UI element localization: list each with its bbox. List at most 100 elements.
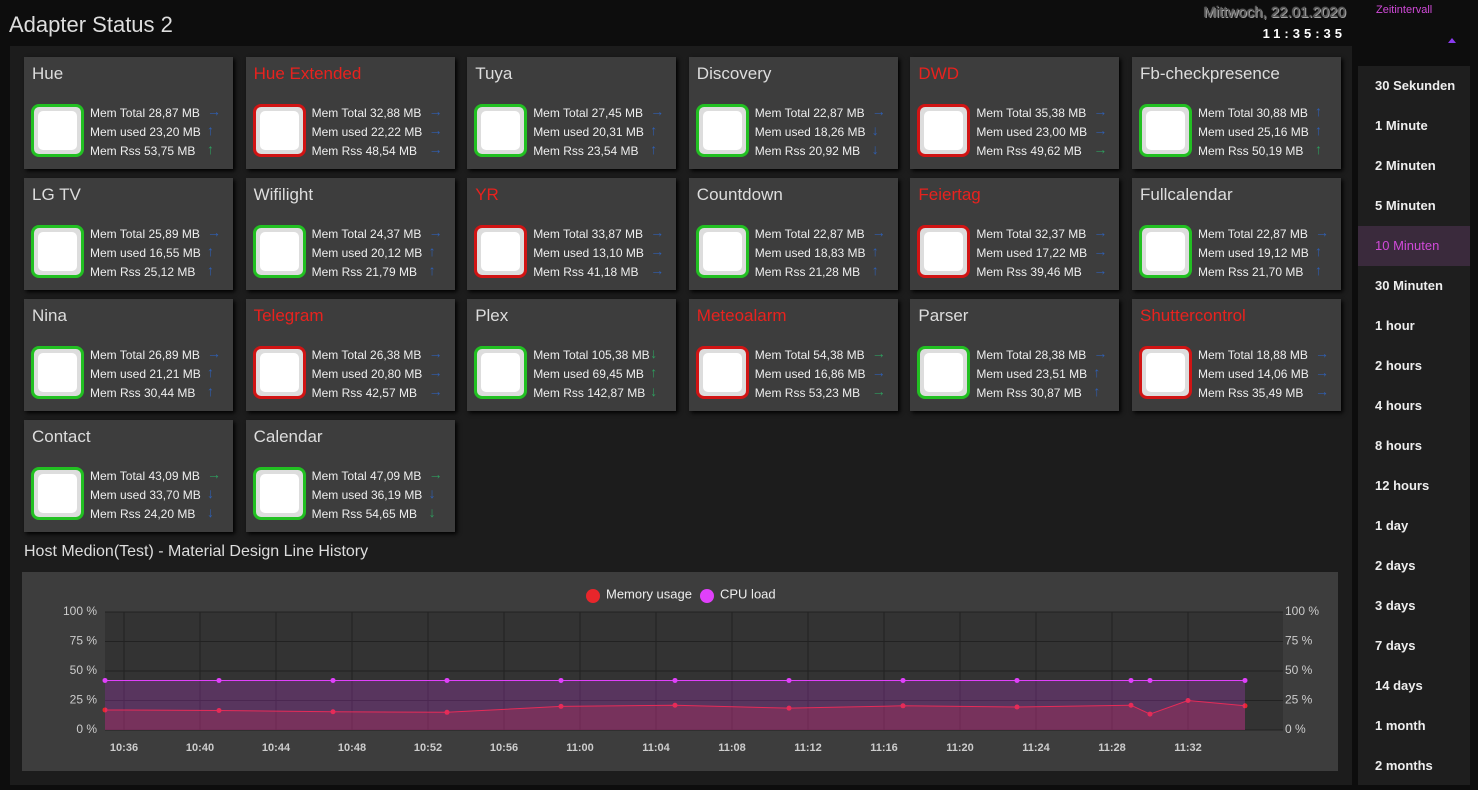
data-point [330, 709, 336, 715]
trend-arrow: → [428, 224, 443, 240]
trend-arrow: → [207, 103, 221, 119]
interval-option[interactable]: 8 hours [1375, 438, 1422, 453]
icon-image [924, 111, 964, 150]
adapter-card[interactable]: Hue Extended Mem Total 32,88 MB → Mem used … [245, 57, 455, 169]
trend-arrow: → [428, 466, 443, 482]
interval-option[interactable]: 1 day [1375, 518, 1409, 533]
legend-marker [700, 589, 714, 603]
data-point [330, 677, 336, 683]
memory-metric: Mem used 13,10 MB [533, 246, 644, 260]
x-tick-label: 11:04 [642, 742, 670, 754]
memory-metric: Mem Rss 53,75 MB [90, 144, 196, 158]
memory-metric: Mem Rss 35,49 MB [1198, 386, 1304, 400]
adapter-card[interactable]: Wifilight Mem Total 24,37 MB → Mem used 20,… [245, 178, 455, 290]
interval-option[interactable]: 30 Sekunden [1375, 78, 1456, 93]
memory-metric: Mem Rss 39,46 MB [976, 265, 1082, 279]
adapter-name: Telegram [253, 306, 324, 325]
adapter-name: Plex [475, 306, 509, 325]
interval-option[interactable]: 2 months [1375, 758, 1433, 773]
data-point [1147, 677, 1153, 683]
adapter-card[interactable]: Discovery Mem Total 22,87 MB → Mem used 18,… [688, 57, 898, 169]
adapter-card[interactable]: Meteoalarm Mem Total 54,38 MB → Mem used 16… [688, 299, 898, 411]
interval-option[interactable]: 5 Minuten [1375, 198, 1436, 213]
memory-metric: Mem Total 43,09 MB [90, 469, 200, 483]
data-point [1185, 698, 1191, 703]
trend-arrow: → [871, 103, 886, 119]
interval-option[interactable]: 1 month [1375, 718, 1426, 733]
adapter-icon [695, 346, 749, 399]
x-tick-label: 11:08 [718, 742, 746, 754]
interval-option[interactable]: 2 Minuten [1375, 158, 1436, 173]
adapter-card[interactable]: Hue Mem Total 28,87 MB → Mem used 23,20 MB ↑… [24, 57, 233, 169]
trend-arrow: → [428, 103, 443, 119]
adapter-card[interactable]: Feiertag Mem Total 32,37 MB → Mem used 17,2… [910, 178, 1120, 290]
adapter-card[interactable]: Countdown Mem Total 22,87 MB → Mem used 18,… [688, 178, 898, 290]
adapter-card[interactable]: LG TV Mem Total 25,89 MB → Mem used 16,55 M… [24, 178, 233, 290]
data-point [672, 702, 678, 708]
memory-metric: Mem used 18,83 MB [754, 246, 866, 260]
memory-metric: Mem Total 35,38 MB [976, 106, 1087, 120]
adapter-card[interactable]: Nina Mem Total 26,89 MB → Mem used 21,21 MB… [24, 299, 233, 411]
interval-option[interactable]: 10 Minuten [1358, 226, 1470, 266]
trend-arrow: ↓ [871, 122, 879, 138]
interval-option[interactable]: 1 Minute [1375, 118, 1428, 133]
memory-metric: Mem Total 33,87 MB [533, 227, 644, 241]
adapter-icon [252, 104, 306, 157]
adapter-card[interactable]: Fullcalendar Mem Total 22,87 MB → Mem used … [1132, 178, 1341, 290]
data-point [102, 677, 108, 683]
adapter-card[interactable]: Fb-checkpresence Mem Total 30,88 MB ↑ Mem u… [1132, 57, 1341, 169]
memory-metric: Mem used 17,22 MB [976, 246, 1088, 260]
adapter-card[interactable]: Shuttercontrol Mem Total 18,88 MB → Mem use… [1132, 299, 1341, 411]
x-tick-label: 11:32 [1174, 742, 1202, 754]
adapter-name: Fullcalendar [1140, 185, 1233, 204]
memory-metric: Mem Rss 25,12 MB [90, 265, 196, 279]
trend-arrow: → [1093, 122, 1108, 138]
memory-metric: Mem Total 26,89 MB [90, 348, 200, 362]
adapter-card[interactable]: Telegram Mem Total 26,38 MB → Mem used 20,8… [245, 299, 455, 411]
x-tick-label: 10:36 [110, 742, 138, 754]
adapter-card[interactable]: Plex Mem Total 105,38 MB ↓ Mem used 69,45 M… [467, 299, 677, 411]
data-point [1242, 703, 1248, 709]
trend-arrow: ↑ [1093, 364, 1101, 380]
interval-option[interactable]: 2 days [1375, 558, 1416, 573]
adapter-card[interactable]: Tuya Mem Total 27,45 MB → Mem used 20,31 MB… [467, 57, 677, 169]
memory-metric: Mem used 21,21 MB [90, 367, 201, 381]
trend-arrow: ↑ [1315, 103, 1322, 119]
icon-image [38, 474, 77, 513]
adapter-icon [474, 346, 528, 399]
memory-metric: Mem used 19,12 MB [1198, 246, 1309, 260]
adapter-icon [31, 104, 84, 157]
data-point [1128, 677, 1134, 683]
series-area [105, 680, 1245, 730]
interval-option[interactable]: 2 hours [1375, 358, 1422, 373]
memory-metric: Mem Total 105,38 MB [533, 348, 650, 362]
trend-arrow: → [650, 224, 665, 240]
memory-metric: Mem Total 30,88 MB [1198, 106, 1308, 120]
data-point [216, 708, 222, 714]
trend-arrow: ↑ [1315, 262, 1322, 278]
adapter-icon [31, 225, 84, 278]
adapter-card[interactable]: Calendar Mem Total 47,09 MB → Mem used 36,1… [245, 420, 455, 532]
adapter-card[interactable]: YR Mem Total 33,87 MB → Mem used 13,10 MB → M… [467, 178, 677, 290]
adapter-card[interactable]: DWD Mem Total 35,38 MB → Mem used 23,00 MB →… [910, 57, 1120, 169]
interval-option[interactable]: 4 hours [1375, 398, 1422, 413]
interval-option[interactable]: 30 Minuten [1375, 278, 1443, 293]
interval-option[interactable]: 7 days [1375, 638, 1416, 653]
memory-metric: Mem Total 27,45 MB [533, 106, 644, 120]
memory-metric: Mem used 36,19 MB [311, 488, 423, 502]
adapter-name: Wifilight [253, 185, 314, 204]
interval-option[interactable]: 12 hours [1375, 478, 1430, 493]
interval-option[interactable]: 1 hour [1375, 318, 1415, 333]
adapter-name: Discovery [696, 64, 772, 83]
trend-arrow: → [1093, 141, 1108, 157]
adapter-card[interactable]: Parser Mem Total 28,38 MB → Mem used 23,51 … [910, 299, 1120, 411]
interval-option[interactable]: 3 days [1375, 598, 1416, 613]
adapter-name: Calendar [253, 427, 323, 446]
memory-metric: Mem used 23,51 MB [976, 367, 1088, 381]
interval-option[interactable]: 14 days [1375, 678, 1423, 693]
collapse-toggle[interactable] [1448, 38, 1456, 43]
icon-image [259, 353, 299, 392]
history-chart: 0 % 25 % 50 % 75 % 100 % 0 % 25 % 50 % 75 % 100 %… [22, 572, 1338, 771]
adapter-card[interactable]: Contact Mem Total 43,09 MB → Mem used 33,70… [24, 420, 233, 532]
trend-arrow: → [871, 345, 886, 361]
